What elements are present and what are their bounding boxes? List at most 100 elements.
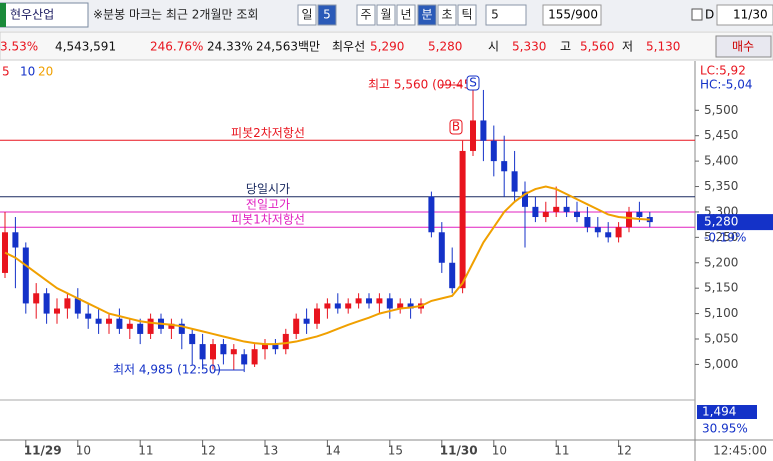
price-change: -0.19% (704, 231, 746, 245)
candle-body (553, 206, 560, 212)
candle-body (43, 293, 50, 314)
hc-label: HC:-5,04 (700, 78, 753, 92)
info-bar (0, 31, 773, 61)
button-label: 일 (301, 8, 312, 22)
candle-body (106, 318, 112, 324)
candle-body (345, 303, 352, 309)
candle-body (470, 120, 476, 151)
candle-body (397, 303, 404, 309)
x-tick-label: 11/29 (24, 444, 62, 458)
toolbar-button[interactable] (376, 4, 396, 26)
candle-body (490, 140, 497, 162)
toolbar-button[interactable] (396, 4, 416, 26)
lc-label: LC:5,92 (700, 64, 746, 78)
toolbar-button[interactable] (356, 4, 376, 26)
toolbar-button[interactable] (437, 4, 457, 26)
toolbar-button[interactable] (457, 4, 477, 26)
reference-label: 전일고가 (246, 197, 290, 211)
candle-body (12, 232, 19, 248)
info-item: 24.33% (207, 40, 253, 54)
x-tick-label: 10 (76, 444, 91, 458)
y-tick-label: 5,450 (704, 128, 738, 142)
candle-body (355, 298, 362, 304)
stock-box[interactable] (0, 2, 89, 28)
buy-label: 매수 (732, 40, 754, 54)
legend-item: 5 (2, 65, 10, 79)
info-item: 24,563백만 (256, 40, 320, 54)
y-tick-label: 5,500 (704, 103, 738, 117)
buy-button[interactable] (715, 35, 772, 58)
info-item: 고 (560, 40, 571, 54)
toolbar-button[interactable] (485, 4, 527, 26)
candle-body (542, 211, 549, 218)
button-label: 5 (323, 8, 331, 22)
y-tick-label: 5,350 (704, 179, 738, 193)
legend-item: 20 (38, 65, 53, 79)
x-tick-label: 11/30 (440, 444, 478, 458)
button-label: 틱 (461, 8, 472, 22)
candle-body (241, 354, 248, 365)
candle-body (376, 298, 383, 304)
candle-body (449, 262, 456, 289)
candle-body (605, 232, 612, 238)
y-tick-label: 5,100 (704, 306, 738, 320)
candle-body (324, 303, 331, 309)
candle-body (574, 211, 580, 218)
toolbar-button[interactable] (297, 4, 317, 26)
count-box[interactable] (542, 4, 602, 26)
button-label: 월 (380, 8, 391, 22)
info-item: 5,560 (580, 40, 614, 54)
toolbar-button[interactable] (417, 4, 437, 26)
candle-body (210, 344, 216, 360)
reference-label: 당일시가 (246, 182, 290, 196)
info-item: 최우선 (332, 40, 365, 54)
x-tick-label: 10 (492, 444, 507, 458)
price-box (697, 214, 773, 231)
date-box[interactable] (716, 4, 773, 26)
info-item: 5,280 (428, 40, 462, 54)
candle-body (272, 344, 279, 350)
candle-body (147, 318, 154, 334)
reference-label: 피봇1차저항선 (231, 213, 305, 227)
candle-body (262, 344, 268, 350)
button-label: 주 (360, 8, 371, 22)
candle-body (428, 196, 435, 233)
candle-body (480, 120, 487, 141)
volume-ratio: 30.95% (702, 422, 748, 436)
button-label: 5 (491, 8, 499, 22)
toolbar-button[interactable] (317, 4, 337, 26)
x-tick-label: 13 (263, 444, 278, 458)
candle-body (501, 161, 508, 172)
button-label: 초 (441, 8, 452, 22)
buy-mark: B (452, 120, 460, 134)
reference-label: 피봇2차저항선 (231, 126, 305, 140)
moving-average (4, 185, 650, 346)
candle-body (594, 227, 601, 233)
candle-body (251, 349, 258, 365)
buy-mark-box (449, 119, 463, 135)
sell-mark: S (469, 76, 477, 90)
candle-body (189, 333, 196, 345)
candle-body (33, 293, 40, 304)
x-tick-label: 12 (201, 444, 216, 458)
y-tick-label: 5,250 (704, 230, 738, 244)
y-tick-label: 5,000 (704, 357, 738, 371)
notice: ※분봉 마크는 최근 2개월만 조회 (93, 8, 258, 22)
candle-body (282, 333, 289, 350)
volume-box (697, 405, 757, 419)
candle-body (636, 211, 643, 218)
candle-body (220, 344, 227, 355)
candle-body (584, 217, 591, 228)
info-item: 246.76% (150, 40, 203, 54)
candle-body (137, 323, 144, 334)
candle-body (438, 232, 445, 263)
candle-body (116, 318, 123, 329)
candle-body (459, 150, 466, 289)
y-tick-label: 5,400 (704, 154, 738, 168)
candle-body (532, 206, 539, 218)
checkbox[interactable] (691, 8, 703, 21)
candle-body (293, 318, 300, 334)
high-annotation: 최고 5,560 (09:45) (368, 78, 476, 92)
candle-body (626, 211, 632, 228)
